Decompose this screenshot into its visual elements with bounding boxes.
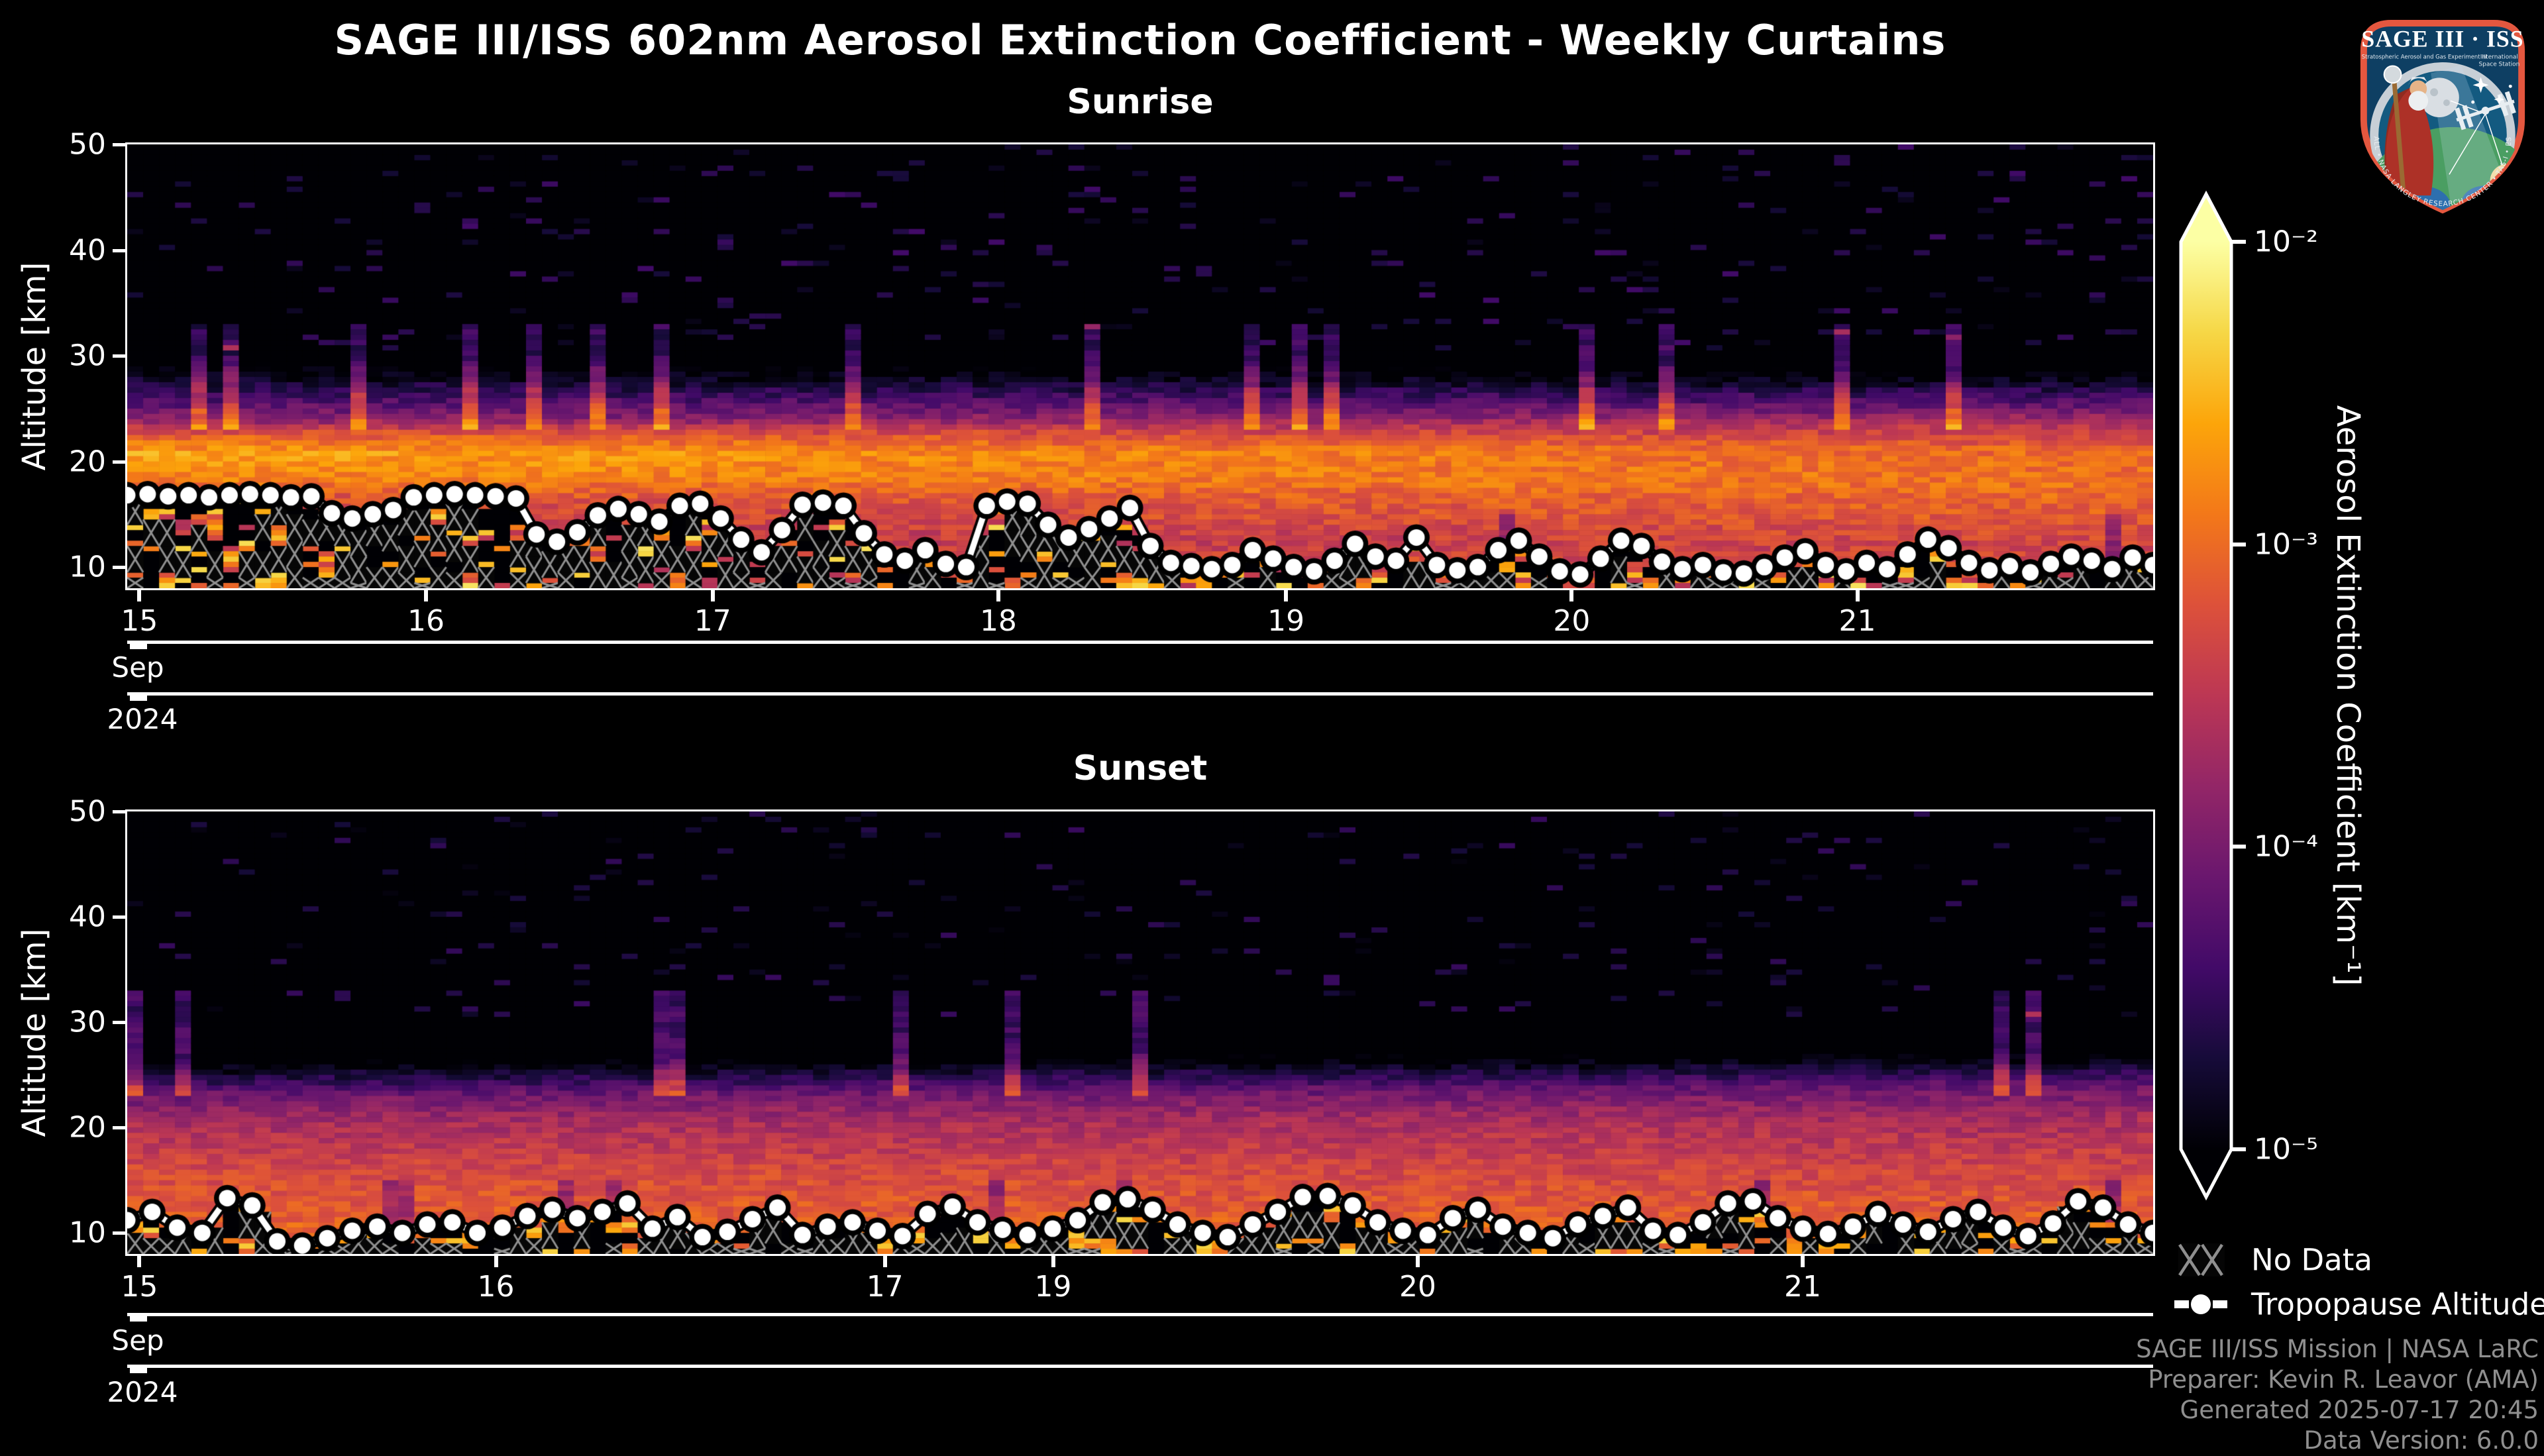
x-tick-label: 19 [1267, 604, 1305, 638]
x-tick-mark [1415, 1254, 1420, 1267]
month-separator-sunset [127, 1313, 2153, 1316]
x-tick-label: 19 [1034, 1270, 1072, 1304]
year-separator-sunrise [127, 692, 2153, 696]
x-tick-mark [996, 588, 1000, 601]
sunrise-curtain-canvas [127, 144, 2153, 588]
patch-star [2472, 77, 2489, 93]
footer-credits: SAGE III/ISS Mission | NASA LaRC Preparer… [2136, 1334, 2539, 1456]
x-tick-label: 18 [979, 604, 1017, 638]
month-separator-tick-sunset [130, 1313, 147, 1322]
y-tick-mark [113, 915, 126, 919]
panel-title-sunset: Sunset [1073, 749, 1208, 788]
sunrise-heatmap-panel [125, 142, 2155, 590]
footer-line: SAGE III/ISS Mission | NASA LaRC [2136, 1335, 2539, 1363]
footer-line: Data Version: 6.0.0 [2304, 1426, 2539, 1455]
y-tick-label: 20 [69, 444, 106, 479]
patch-subtitle-right-1: International [2480, 54, 2518, 61]
x-tick-label: 17 [694, 604, 731, 638]
y-tick-label: 10 [69, 1216, 106, 1250]
colorbar-tick-label: 10⁻⁴ [2254, 829, 2318, 864]
sunset-heatmap-panel [125, 809, 2155, 1256]
colorbar-gradient-bar [2179, 190, 2233, 1201]
colorbar-tick-mark [2231, 240, 2246, 244]
year-separator-tick-sunrise [130, 692, 147, 701]
x-tick-label: 21 [1838, 604, 1876, 638]
y-tick-label: 40 [69, 900, 106, 934]
x-tick-mark [1569, 588, 1574, 601]
year-label-sunrise: 2024 [107, 703, 178, 735]
y-tick-mark [113, 143, 126, 146]
y-tick-mark [113, 1231, 126, 1235]
patch-title: SAGE III · ISS [2361, 26, 2523, 52]
x-tick-label: 15 [121, 604, 158, 638]
panel-title-sunrise: Sunrise [1067, 82, 1214, 122]
legend-no-data-label: No Data [2251, 1242, 2372, 1278]
y-tick-mark [113, 1021, 126, 1025]
x-tick-mark [1800, 1254, 1805, 1267]
month-label-sunrise: Sep [111, 651, 164, 684]
x-tick-label: 21 [1783, 1270, 1821, 1304]
legend-tropopause-label: Tropopause Altitude [2251, 1286, 2544, 1322]
y-tick-label: 10 [69, 550, 106, 584]
colorbar [2179, 190, 2233, 1201]
y-tick-label: 40 [69, 233, 106, 268]
colorbar-tick-label: 10⁻² [2254, 225, 2318, 259]
y-tick-label: 20 [69, 1110, 106, 1145]
tropopause-line-icon [2174, 1294, 2227, 1314]
y-tick-mark [113, 460, 126, 464]
x-tick-mark [494, 1254, 498, 1267]
colorbar-tick-mark [2231, 1147, 2246, 1151]
patch-moon [2419, 78, 2459, 117]
patch-iss [2455, 91, 2516, 130]
x-tick-mark [1051, 1254, 1055, 1267]
x-tick-label: 16 [407, 604, 445, 638]
month-separator-tick-sunrise [130, 641, 147, 649]
y-tick-mark [113, 354, 126, 358]
sunset-curtain-canvas [127, 811, 2153, 1254]
x-tick-mark [1284, 588, 1289, 601]
x-tick-mark [710, 588, 715, 601]
year-separator-tick-sunset [130, 1365, 147, 1373]
year-separator-sunset [127, 1365, 2153, 1368]
footer-line: Preparer: Kevin R. Leavor (AMA) [2148, 1365, 2539, 1394]
y-tick-mark [113, 1126, 126, 1130]
y-tick-mark [113, 810, 126, 813]
y-tick-mark [113, 566, 126, 570]
x-tick-label: 17 [866, 1270, 904, 1304]
x-tick-label: 16 [477, 1270, 515, 1304]
x-tick-label: 15 [121, 1270, 158, 1304]
x-tick-label: 20 [1399, 1270, 1436, 1304]
colorbar-tick-label: 10⁻⁵ [2254, 1132, 2318, 1167]
x-tick-label: 20 [1553, 604, 1591, 638]
y-tick-label: 30 [69, 338, 106, 373]
patch-subtitle-right-2: Space Station [2479, 62, 2520, 68]
y-tick-label: 30 [69, 1005, 106, 1039]
month-label-sunset: Sep [111, 1324, 164, 1357]
month-separator-sunrise [127, 641, 2153, 644]
y-tick-label: 50 [69, 127, 106, 162]
colorbar-tick-mark [2231, 542, 2246, 546]
x-tick-mark [424, 588, 429, 601]
no-data-hatch-icon [2178, 1243, 2225, 1276]
patch-wizard [2383, 65, 2434, 196]
y-tick-mark [113, 248, 126, 252]
x-tick-mark [137, 588, 142, 601]
patch-subtitle-left: Stratospheric Aerosol and Gas Experiment… [2362, 54, 2487, 60]
footer-line: Generated 2025-07-17 20:45 [2180, 1396, 2539, 1424]
colorbar-tick-label: 10⁻³ [2254, 527, 2318, 562]
colorbar-tick-mark [2231, 845, 2246, 849]
colorbar-axis-label: Aerosol Extinction Coefficient [km⁻¹] [2329, 405, 2366, 986]
year-label-sunset: 2024 [107, 1376, 178, 1408]
page-title: SAGE III/ISS 602nm Aerosol Extinction Co… [334, 16, 1946, 64]
x-tick-mark [137, 1254, 142, 1267]
sage-iii-iss-mission-patch: SAGE III · ISS Stratospheric Aerosol and… [2351, 8, 2525, 214]
x-tick-mark [1855, 588, 1860, 601]
x-tick-mark [882, 1254, 887, 1267]
y-tick-label: 50 [69, 794, 106, 829]
